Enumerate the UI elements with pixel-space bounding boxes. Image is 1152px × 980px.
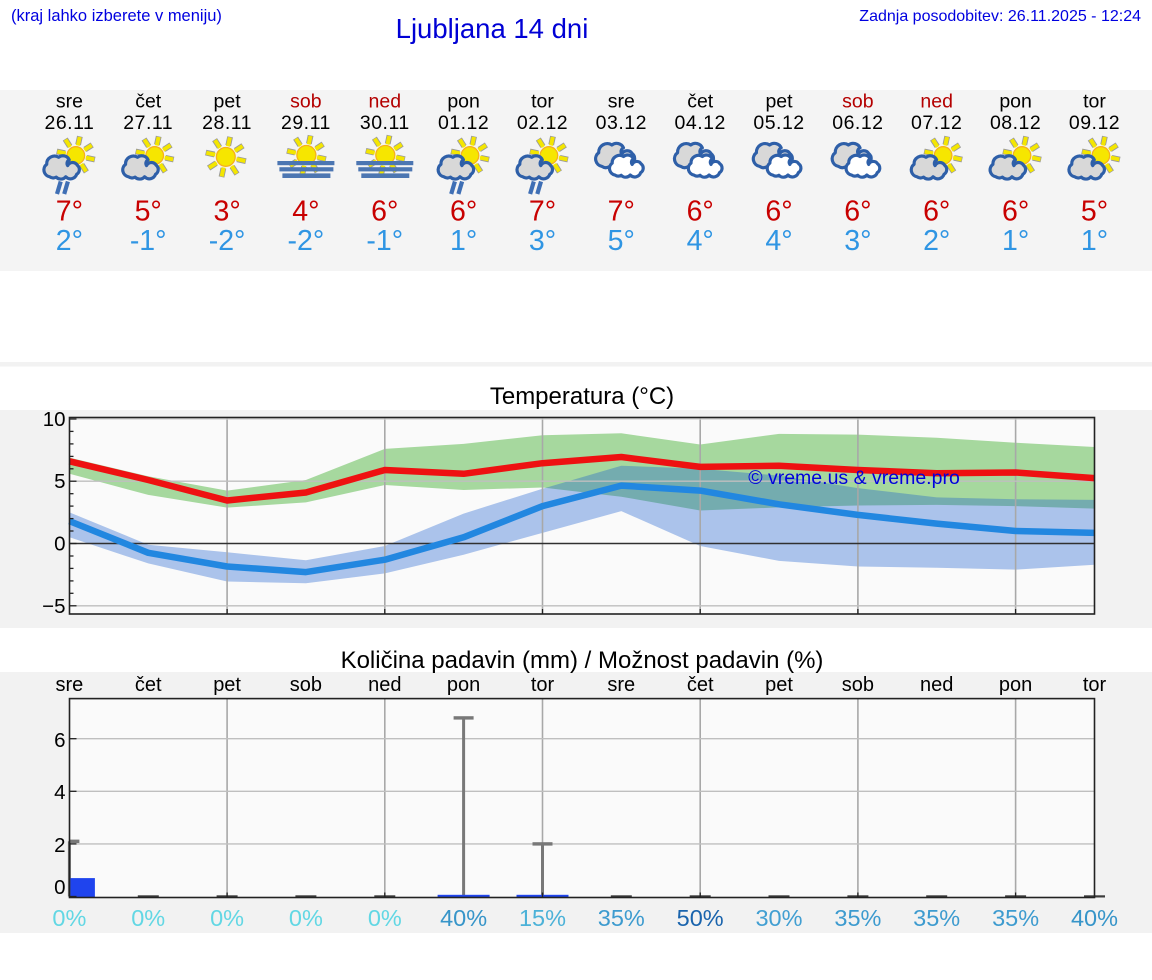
svg-text:1°: 1° (450, 225, 477, 257)
svg-text:28.11: 28.11 (202, 112, 252, 134)
svg-text:2°: 2° (56, 225, 83, 257)
svg-text:pon: pon (447, 674, 480, 696)
svg-text:pet: pet (213, 674, 241, 696)
svg-text:6°: 6° (844, 196, 871, 228)
svg-text:−5: −5 (42, 595, 65, 618)
svg-text:tor: tor (1083, 674, 1107, 696)
svg-text:ned: ned (369, 91, 402, 113)
svg-text:40%: 40% (1071, 905, 1118, 931)
svg-text:čet: čet (687, 674, 714, 696)
svg-text:sob: sob (290, 91, 322, 113)
svg-text:pon: pon (447, 91, 480, 113)
svg-text:-2°: -2° (288, 225, 325, 257)
svg-text:sob: sob (290, 674, 322, 696)
svg-text:Ljubljana 14 dni: Ljubljana 14 dni (396, 13, 589, 44)
svg-text:35%: 35% (913, 905, 960, 931)
svg-text:7°: 7° (529, 196, 556, 228)
svg-text:06.12: 06.12 (832, 112, 883, 134)
svg-text:0%: 0% (289, 905, 323, 931)
svg-text:02.12: 02.12 (517, 112, 568, 134)
svg-text:pet: pet (765, 674, 793, 696)
svg-text:30.11: 30.11 (360, 112, 410, 134)
svg-text:sre: sre (607, 674, 635, 696)
svg-text:čet: čet (687, 91, 714, 113)
svg-text:Zadnja posodobitev: 26.11.2025: Zadnja posodobitev: 26.11.2025 - 12:24 (859, 8, 1141, 25)
svg-text:6°: 6° (1002, 196, 1029, 228)
svg-text:0: 0 (54, 876, 65, 899)
svg-text:29.11: 29.11 (281, 112, 331, 134)
svg-text:(kraj lahko izberete v meniju): (kraj lahko izberete v meniju) (11, 7, 222, 25)
svg-text:0%: 0% (131, 905, 165, 931)
svg-text:Temperatura (°C): Temperatura (°C) (490, 383, 674, 410)
svg-text:-1°: -1° (130, 225, 167, 257)
svg-text:6°: 6° (923, 196, 950, 228)
svg-text:sre: sre (56, 91, 83, 113)
svg-text:1°: 1° (1081, 225, 1108, 257)
svg-text:01.12: 01.12 (438, 112, 489, 134)
svg-text:35%: 35% (834, 905, 881, 931)
svg-text:ned: ned (368, 674, 401, 696)
svg-text:čet: čet (135, 674, 162, 696)
svg-text:7°: 7° (56, 196, 83, 228)
svg-text:30%: 30% (755, 905, 802, 931)
svg-text:4°: 4° (765, 225, 792, 257)
svg-text:ned: ned (920, 674, 953, 696)
svg-text:0: 0 (54, 533, 65, 556)
svg-text:35%: 35% (992, 905, 1039, 931)
svg-text:07.12: 07.12 (911, 112, 962, 134)
svg-text:-1°: -1° (366, 225, 403, 257)
svg-text:tor: tor (531, 91, 554, 113)
svg-text:4°: 4° (687, 225, 714, 257)
svg-text:50%: 50% (677, 905, 724, 931)
svg-text:27.11: 27.11 (123, 112, 173, 134)
svg-text:15%: 15% (519, 905, 566, 931)
svg-text:3°: 3° (213, 196, 240, 228)
svg-text:2°: 2° (923, 225, 950, 257)
svg-text:09.12: 09.12 (1069, 112, 1120, 134)
svg-text:5: 5 (54, 470, 65, 493)
svg-text:Količina padavin (mm) / Možnos: Količina padavin (mm) / Možnost padavin … (341, 647, 824, 674)
svg-text:6: 6 (54, 729, 65, 752)
svg-text:05.12: 05.12 (753, 112, 804, 134)
svg-text:7°: 7° (608, 196, 635, 228)
svg-text:5°: 5° (1081, 196, 1108, 228)
svg-text:pet: pet (765, 91, 793, 113)
svg-text:čet: čet (135, 91, 162, 113)
svg-text:04.12: 04.12 (675, 112, 726, 134)
svg-text:sob: sob (842, 674, 874, 696)
svg-text:5°: 5° (608, 225, 635, 257)
svg-text:6°: 6° (687, 196, 714, 228)
svg-text:tor: tor (1083, 91, 1106, 113)
svg-text:3°: 3° (844, 225, 871, 257)
svg-text:-2°: -2° (209, 225, 246, 257)
svg-text:pet: pet (214, 91, 242, 113)
svg-text:0%: 0% (52, 905, 86, 931)
svg-text:tor: tor (531, 674, 555, 696)
svg-text:40%: 40% (440, 905, 487, 931)
svg-text:sre: sre (608, 91, 635, 113)
svg-text:1°: 1° (1002, 225, 1029, 257)
svg-text:pon: pon (999, 674, 1032, 696)
svg-text:4: 4 (54, 781, 65, 804)
svg-text:sob: sob (842, 91, 874, 113)
svg-text:sre: sre (56, 674, 84, 696)
svg-text:pon: pon (999, 91, 1032, 113)
svg-text:08.12: 08.12 (990, 112, 1041, 134)
svg-text:5°: 5° (135, 196, 162, 228)
svg-text:3°: 3° (529, 225, 556, 257)
svg-text:6°: 6° (450, 196, 477, 228)
svg-text:6°: 6° (765, 196, 792, 228)
svg-text:03.12: 03.12 (596, 112, 647, 134)
svg-text:4°: 4° (292, 196, 319, 228)
svg-text:0%: 0% (368, 905, 402, 931)
svg-text:2: 2 (54, 834, 65, 857)
svg-text:ned: ned (920, 91, 953, 113)
svg-text:35%: 35% (598, 905, 645, 931)
svg-text:© vreme.us & vreme.pro: © vreme.us & vreme.pro (748, 467, 960, 489)
svg-text:10: 10 (43, 408, 66, 431)
svg-text:6°: 6° (371, 196, 398, 228)
svg-text:26.11: 26.11 (44, 112, 94, 134)
svg-text:0%: 0% (210, 905, 244, 931)
